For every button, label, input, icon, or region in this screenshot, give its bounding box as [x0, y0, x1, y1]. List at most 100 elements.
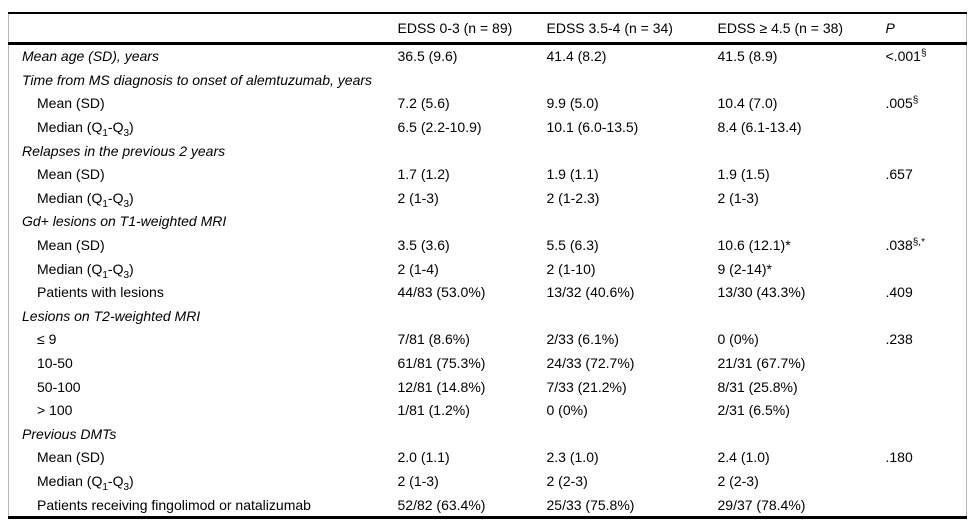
- table-row: Mean (SD) 7.2 (5.6) 9.9 (5.0) 10.4 (7.0) .00…: [9, 92, 967, 116]
- value-cell: 2/33 (6.1%): [546, 331, 619, 348]
- value-cell: 2/31 (6.5%): [717, 402, 790, 419]
- p-value-cell: [886, 375, 967, 399]
- p-value-cell: .409: [885, 284, 913, 301]
- value-cell: 0 (0%): [717, 331, 759, 348]
- value-cell: 24/33 (72.7%): [546, 355, 635, 372]
- value-cell: 12/81 (14.8%): [397, 378, 486, 395]
- p-value-cell: [886, 469, 967, 493]
- section-header-row: Previous DMTs: [9, 422, 967, 446]
- value-cell: 13/32 (40.6%): [546, 284, 635, 301]
- table-row: Patients receiving fingolimod or nataliz…: [9, 493, 967, 518]
- row-label: Mean (SD): [37, 237, 105, 254]
- value-cell: 8.4 (6.1-13.4): [717, 119, 802, 136]
- row-label: Mean (SD): [37, 449, 105, 466]
- value-cell: 0 (0%): [546, 402, 588, 419]
- column-header-edss-ge-4-5: EDSS ≥ 4.5 (n = 38): [717, 19, 844, 36]
- table-row: Mean (SD) 2.0 (1.1) 2.3 (1.0) 2.4 (1.0) .180: [9, 446, 967, 470]
- column-header-edss-0-3: EDSS 0-3 (n = 89): [397, 19, 513, 36]
- p-value-cell: [886, 351, 967, 375]
- p-value-cell: [886, 493, 967, 518]
- row-label: Mean (SD): [37, 95, 105, 112]
- value-cell: 2 (2-3): [717, 472, 759, 489]
- value-cell: 10.4 (7.0): [717, 95, 778, 112]
- section-header-row: Gd+ lesions on T1-weighted MRI: [9, 210, 967, 234]
- value-cell: 41.4 (8.2): [546, 48, 607, 65]
- value-cell: 10.1 (6.0-13.5): [546, 119, 639, 136]
- table-row: Mean (SD) 1.7 (1.2) 1.9 (1.1) 1.9 (1.5) .657: [9, 162, 967, 186]
- table-row: Patients with lesions 44/83 (53.0%) 13/32 …: [9, 280, 967, 304]
- value-cell: 2 (1-10): [546, 260, 596, 277]
- section-header-row: Time from MS diagnosis to onset of alemt…: [9, 68, 967, 92]
- value-cell: 2 (1-3): [717, 189, 759, 206]
- value-cell: 2 (1-4): [397, 260, 439, 277]
- p-value-cell: [886, 115, 967, 139]
- value-cell: 7.2 (5.6): [397, 95, 450, 112]
- value-cell: 2.3 (1.0): [546, 449, 599, 466]
- p-value-cell: .180: [885, 449, 913, 466]
- p-value-cell: .238: [885, 331, 913, 348]
- value-cell: 61/81 (75.3%): [397, 355, 486, 372]
- row-label: Gd+ lesions on T1-weighted MRI: [22, 213, 227, 230]
- value-cell: 2.0 (1.1): [397, 449, 450, 466]
- value-cell: 6.5 (2.2-10.9): [397, 119, 482, 136]
- column-header-blank: [9, 13, 398, 43]
- p-value-cell: .657: [885, 166, 913, 183]
- p-value-cell: <.001§: [885, 48, 927, 65]
- value-cell: 36.5 (9.6): [397, 48, 458, 65]
- table-body: Mean age (SD), years 36.5 (9.6) 41.4 (8.2)…: [9, 43, 967, 518]
- p-value-cell: [886, 398, 967, 422]
- row-label: Patients with lesions: [37, 284, 164, 301]
- value-cell: 2 (1-3): [397, 189, 439, 206]
- row-label: Time from MS diagnosis to onset of alemt…: [22, 71, 373, 88]
- row-label: Mean (SD): [37, 166, 105, 183]
- row-label: Median (Q1-Q3): [37, 189, 134, 210]
- p-value-cell: .005§: [885, 95, 919, 112]
- value-cell: 44/83 (53.0%): [397, 284, 486, 301]
- p-value-cell: [886, 186, 967, 210]
- value-cell: 10.6 (12.1)*: [717, 237, 791, 254]
- value-cell: 1.7 (1.2): [397, 166, 450, 183]
- table-row: Median (Q1-Q3) 2 (1-3) 2 (2-3) 2 (2-3): [9, 469, 967, 493]
- table-row: Mean (SD) 3.5 (3.6) 5.5 (6.3) 10.6 (12.1)*.…: [9, 233, 967, 257]
- table-row: 50-100 12/81 (14.8%) 7/33 (21.2%) 8/31 (25.…: [9, 375, 967, 399]
- table-row: 10-50 61/81 (75.3%) 24/33 (72.7%) 21/31 (67…: [9, 351, 967, 375]
- value-cell: 1.9 (1.5): [717, 166, 770, 183]
- baseline-characteristics-table: EDSS 0-3 (n = 89) EDSS 3.5-4 (n = 34) ED…: [8, 12, 968, 520]
- table-row: Mean age (SD), years 36.5 (9.6) 41.4 (8.2)…: [9, 43, 967, 68]
- row-label: Lesions on T2-weighted MRI: [22, 307, 201, 324]
- row-label: 50-100: [37, 378, 81, 395]
- row-label: ≤ 9: [37, 331, 57, 348]
- edss-groups-table: EDSS 0-3 (n = 89) EDSS 3.5-4 (n = 34) ED…: [8, 12, 967, 520]
- row-label: Relapses in the previous 2 years: [22, 142, 226, 159]
- table-row: ≤ 9 7/81 (8.6%) 2/33 (6.1%) 0 (0%) .238: [9, 328, 967, 352]
- value-cell: 2.4 (1.0): [717, 449, 770, 466]
- value-cell: 2 (2-3): [546, 472, 588, 489]
- column-header-p-value: P: [885, 19, 895, 36]
- value-cell: 9 (2-14)*: [717, 260, 772, 277]
- table-row: Median (Q1-Q3) 2 (1-3) 2 (1-2.3) 2 (1-3): [9, 186, 967, 210]
- row-label: Mean age (SD), years: [22, 48, 159, 65]
- column-header-edss-3-5-4: EDSS 3.5-4 (n = 34): [546, 19, 673, 36]
- value-cell: 41.5 (8.9): [717, 48, 778, 65]
- header-row: EDSS 0-3 (n = 89) EDSS 3.5-4 (n = 34) ED…: [8, 13, 967, 43]
- table-row: > 100 1/81 (1.2%) 0 (0%) 2/31 (6.5%): [9, 398, 967, 422]
- p-value-cell: [886, 257, 967, 281]
- value-cell: 3.5 (3.6): [397, 237, 450, 254]
- value-cell: 7/81 (8.6%): [397, 331, 470, 348]
- section-header-row: Lesions on T2-weighted MRI: [9, 304, 967, 328]
- table-header: EDSS 0-3 (n = 89) EDSS 3.5-4 (n = 34) ED…: [8, 13, 967, 43]
- value-cell: 21/31 (67.7%): [717, 355, 806, 372]
- value-cell: 2 (1-3): [397, 472, 439, 489]
- row-label: Patients receiving fingolimod or nataliz…: [37, 496, 311, 513]
- value-cell: 52/82 (63.4%): [397, 496, 486, 513]
- section-header-row: Relapses in the previous 2 years: [9, 139, 967, 163]
- value-cell: 2 (1-2.3): [546, 189, 600, 206]
- row-label: Previous DMTs: [22, 425, 117, 442]
- value-cell: 7/33 (21.2%): [546, 378, 627, 395]
- table-row: Median (Q1-Q3) 6.5 (2.2-10.9) 10.1 (6.0-13…: [9, 115, 967, 139]
- p-value-cell: .038§,*: [885, 237, 925, 254]
- row-label: > 100: [37, 402, 73, 419]
- row-label: Median (Q1-Q3): [37, 119, 134, 140]
- value-cell: 8/31 (25.8%): [717, 378, 798, 395]
- row-label: Median (Q1-Q3): [37, 260, 134, 281]
